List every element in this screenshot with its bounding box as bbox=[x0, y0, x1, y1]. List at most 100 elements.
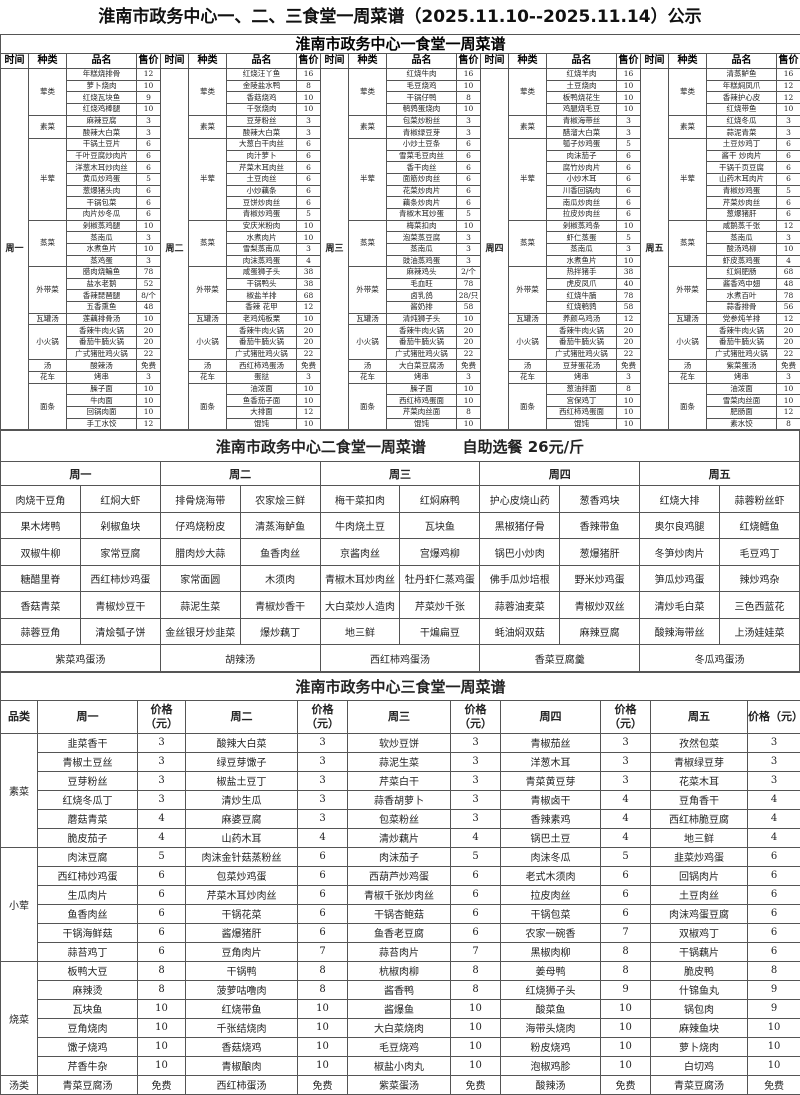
dish-name: 千张结烧肉 bbox=[185, 1017, 298, 1038]
dish-name: 香辣素鸡 bbox=[500, 808, 601, 829]
dish-price: 78 bbox=[616, 289, 641, 303]
dish-price: 8 bbox=[775, 417, 800, 431]
category-label: 外带菜 bbox=[348, 266, 387, 314]
dish-name: 油泼面 bbox=[226, 382, 297, 396]
dish-name: 青椒炒鸡蛋 bbox=[706, 184, 777, 198]
dish-price: 6 bbox=[616, 207, 641, 221]
dish-name: 肉汁萝卜 bbox=[226, 149, 297, 163]
dish-price: 6 bbox=[456, 137, 481, 151]
dish-name: 辣炒鸡杂 bbox=[719, 564, 800, 593]
dish-price: 48 bbox=[775, 277, 800, 291]
dish-name: 板鸭烧花生 bbox=[546, 91, 617, 104]
dish-price: 10 bbox=[456, 394, 481, 408]
category-label: 外带菜 bbox=[668, 266, 707, 314]
dish-price: 6 bbox=[450, 922, 501, 943]
dish-name: 水煮鱼片 bbox=[66, 242, 137, 256]
day-header: 周一 bbox=[0, 461, 161, 487]
dish-price: 免费 bbox=[297, 1074, 348, 1095]
dish-name: 农家烩三鲜 bbox=[239, 485, 321, 513]
dish-name: 椒盐土豆丁 bbox=[185, 770, 298, 791]
dish-name: 酸辣大白菜 bbox=[66, 126, 137, 139]
dish-price: 6 bbox=[136, 184, 161, 198]
dish-name: 上汤娃娃菜 bbox=[719, 617, 800, 646]
dish-name: 馓子烧鸡 bbox=[37, 1036, 138, 1057]
dish-price: 8 bbox=[297, 960, 348, 981]
dish-name: 干锅土豆片 bbox=[66, 137, 137, 151]
dish-price: 56 bbox=[775, 301, 800, 314]
dish-name: 番茄牛腩火锅 bbox=[706, 336, 777, 349]
table-row: 红烧瓦块鱼 9 香菇烧鸡 10 干锅仔鸭 8 板鸭烧花生 10 香辣护心皮 12 bbox=[1, 91, 800, 104]
dish-name: 酱干 炒肉片 bbox=[706, 149, 777, 163]
dish-name: 干锅千页豆腐 bbox=[706, 161, 777, 174]
dish-price: 3 bbox=[775, 126, 800, 139]
dish-price: 20 bbox=[296, 324, 321, 338]
dish-name: 热拌猪手 bbox=[546, 266, 617, 279]
price-header: 价格（元） bbox=[297, 699, 348, 734]
dish-name: 烤串 bbox=[66, 371, 137, 384]
dish-price: 16 bbox=[775, 68, 800, 81]
dish-price: 免费 bbox=[746, 1074, 800, 1095]
dish-price: 10 bbox=[296, 312, 321, 326]
dish-price: 3 bbox=[600, 732, 651, 753]
dish-price: 38 bbox=[616, 266, 641, 279]
dish-price: 40 bbox=[616, 277, 641, 291]
dish-price: 6 bbox=[450, 884, 501, 905]
dish-price: 12 bbox=[775, 312, 800, 326]
dish-price: 3 bbox=[297, 808, 348, 829]
dish-price: 6 bbox=[616, 196, 641, 209]
dish-name: 蒜蓉豆角 bbox=[0, 617, 81, 646]
dish-price: 4 bbox=[746, 808, 800, 829]
dish-name: 红焖大虾 bbox=[79, 485, 161, 513]
dish-name: 果木烤鸭 bbox=[0, 511, 81, 540]
dish-name: 双椒鸡丁 bbox=[650, 922, 748, 943]
dish-name: 酸辣大白菜 bbox=[185, 732, 298, 753]
table-row: 瓦罐汤 莲藕排骨汤 10 瓦罐汤 老鸡炖板栗 10 瓦罐汤 清炖狮子头 10 瓦罐汤 养颜乌鸡汤 12… bbox=[1, 312, 800, 326]
dish-header: 品名 bbox=[706, 53, 777, 69]
dish-price: 4 bbox=[600, 789, 651, 810]
dish-price: 5 bbox=[450, 846, 501, 867]
canteen2-menu-table: 淮南市政务中心二食堂一周菜谱 自助选餐 26元/斤 周一 周二 周三 周四 周五 肉烧干豆… bbox=[0, 430, 800, 672]
dish-price: 3 bbox=[456, 371, 481, 384]
soup-name: 冬瓜鸡蛋汤 bbox=[639, 644, 800, 672]
dish-name: 葱爆猪头肉 bbox=[66, 184, 137, 198]
dish-name: 豆角烧肉 bbox=[37, 1017, 138, 1038]
dish-name: 广式猪肚鸡火锅 bbox=[386, 347, 457, 361]
dish-price: 10 bbox=[296, 394, 321, 408]
dish-price: 10 bbox=[616, 102, 641, 116]
dish-name: 家常豆腐 bbox=[79, 538, 161, 566]
dish-name: 广式猪肚鸡火锅 bbox=[66, 347, 137, 361]
day-header: 周三 bbox=[347, 699, 451, 734]
dish-price: 4 bbox=[137, 827, 186, 848]
dish-name: 蘑菇青菜 bbox=[37, 808, 138, 829]
category-label: 面条 bbox=[668, 382, 707, 431]
dish-price: 10 bbox=[775, 382, 800, 396]
dish-price: 10 bbox=[450, 1017, 501, 1038]
dish-name: 双椒牛柳 bbox=[0, 538, 81, 566]
dish-name: 蒸南瓜 bbox=[546, 242, 617, 256]
dish-name: 酸辣海带丝 bbox=[639, 617, 721, 646]
dish-price: 3 bbox=[296, 242, 321, 256]
dish-name: 腊肉炒大蒜 bbox=[159, 538, 241, 566]
dish-price: 6 bbox=[450, 865, 501, 886]
dish-name: 大白菜烧肉 bbox=[347, 1017, 451, 1038]
dish-price: 10 bbox=[296, 91, 321, 104]
category-label: 花车 bbox=[668, 371, 707, 384]
category-header: 种类 bbox=[668, 53, 707, 69]
dish-price: 5 bbox=[616, 231, 641, 244]
dish-price: 12 bbox=[775, 79, 800, 93]
category-label: 外带菜 bbox=[188, 266, 227, 314]
dish-price: 6 bbox=[456, 161, 481, 174]
dish-name: 虾皮蒸鸡蛋 bbox=[706, 254, 777, 268]
dish-price: 8 bbox=[600, 941, 651, 962]
price-header: 价格（元） bbox=[450, 699, 501, 734]
dish-name: 肉沫豆腐 bbox=[37, 846, 138, 867]
table-row: 蒸菜 剁椒蒸鸡腿 10 蒸菜 安庆米粉肉 10 蒸菜 梅菜扣肉 10 蒸菜 剁椒蒸鸡条 10 蒸菜 咸鹅蒸… bbox=[1, 219, 800, 268]
table-row: 蒜蓉豆角 清烩瓠子饼 金丝银牙炒韭菜 爆炒藕丁 地三鲜 干煸扁豆 蚝油焖双菇 麻辣豆腐 酸辣海带… bbox=[0, 617, 800, 646]
dish-price: 3 bbox=[456, 126, 481, 139]
dish-name: 馄饨 bbox=[226, 417, 297, 431]
dish-name: 瓦块鱼 bbox=[399, 511, 481, 540]
dish-price: 9 bbox=[136, 91, 161, 104]
dish-name: 藕条炒肉片 bbox=[386, 196, 457, 209]
table-row: 豆芽粉丝 3 椒盐土豆丁 3 芹菜白干 3 青菜黄豆芽 3 花菜木耳 3 bbox=[1, 770, 800, 791]
category-label: 荤类 bbox=[348, 68, 387, 116]
